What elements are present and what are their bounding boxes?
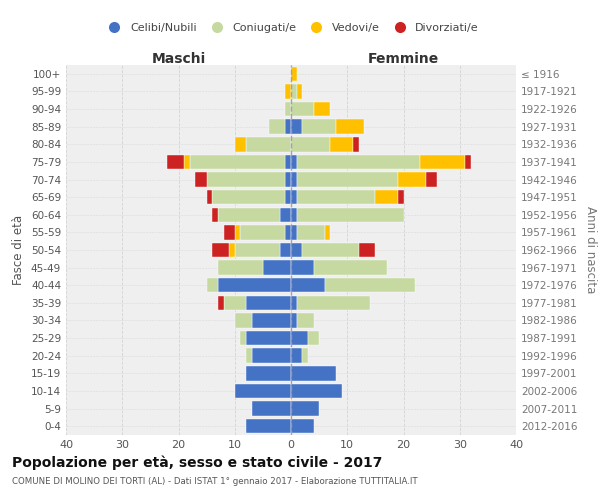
Bar [286, 84, 291, 98]
Bar [286, 154, 291, 169]
Y-axis label: Fasce di età: Fasce di età [13, 215, 25, 285]
Bar [314, 102, 331, 117]
Bar [218, 208, 280, 222]
Bar [291, 331, 308, 345]
Bar [184, 154, 190, 169]
Bar [235, 243, 280, 257]
Bar [291, 225, 296, 240]
Bar [246, 366, 291, 380]
Bar [466, 154, 471, 169]
Bar [302, 348, 308, 363]
Bar [235, 384, 291, 398]
Bar [218, 260, 263, 275]
Bar [336, 120, 364, 134]
Bar [376, 190, 398, 204]
Bar [246, 348, 251, 363]
Bar [235, 225, 241, 240]
Bar [223, 225, 235, 240]
Y-axis label: Anni di nascita: Anni di nascita [584, 206, 597, 294]
Bar [246, 137, 291, 152]
Bar [325, 278, 415, 292]
Bar [426, 172, 437, 186]
Bar [246, 296, 291, 310]
Bar [291, 278, 325, 292]
Bar [251, 348, 291, 363]
Bar [398, 190, 404, 204]
Bar [296, 296, 370, 310]
Bar [223, 296, 246, 310]
Bar [291, 190, 296, 204]
Bar [291, 243, 302, 257]
Bar [296, 225, 325, 240]
Bar [280, 208, 291, 222]
Bar [218, 296, 223, 310]
Bar [241, 331, 246, 345]
Bar [291, 348, 302, 363]
Bar [286, 172, 291, 186]
Bar [212, 243, 229, 257]
Bar [286, 120, 291, 134]
Bar [190, 154, 286, 169]
Bar [235, 314, 251, 328]
Text: COMUNE DI MOLINO DEI TORTI (AL) - Dati ISTAT 1° gennaio 2017 - Elaborazione TUTT: COMUNE DI MOLINO DEI TORTI (AL) - Dati I… [12, 478, 418, 486]
Bar [296, 154, 421, 169]
Bar [206, 278, 218, 292]
Bar [212, 208, 218, 222]
Bar [286, 102, 291, 117]
Bar [325, 225, 331, 240]
Text: Femmine: Femmine [368, 52, 439, 66]
Bar [291, 384, 341, 398]
Bar [291, 66, 296, 81]
Bar [302, 120, 336, 134]
Bar [235, 137, 246, 152]
Bar [291, 172, 296, 186]
Bar [206, 190, 212, 204]
Bar [291, 419, 314, 434]
Bar [246, 419, 291, 434]
Bar [353, 137, 359, 152]
Bar [251, 314, 291, 328]
Bar [291, 402, 319, 416]
Bar [308, 331, 319, 345]
Bar [291, 84, 296, 98]
Bar [167, 154, 184, 169]
Bar [196, 172, 206, 186]
Bar [218, 278, 291, 292]
Bar [291, 154, 296, 169]
Bar [296, 190, 376, 204]
Bar [291, 366, 336, 380]
Bar [291, 208, 296, 222]
Bar [421, 154, 466, 169]
Bar [269, 120, 286, 134]
Bar [331, 137, 353, 152]
Bar [296, 208, 404, 222]
Bar [280, 243, 291, 257]
Bar [246, 331, 291, 345]
Bar [291, 314, 296, 328]
Bar [291, 120, 302, 134]
Bar [286, 225, 291, 240]
Bar [286, 190, 291, 204]
Bar [296, 314, 314, 328]
Bar [314, 260, 386, 275]
Bar [291, 137, 331, 152]
Bar [229, 243, 235, 257]
Bar [291, 260, 314, 275]
Bar [206, 172, 286, 186]
Bar [263, 260, 291, 275]
Bar [291, 296, 296, 310]
Bar [296, 84, 302, 98]
Bar [251, 402, 291, 416]
Text: Popolazione per età, sesso e stato civile - 2017: Popolazione per età, sesso e stato civil… [12, 455, 382, 469]
Bar [291, 102, 314, 117]
Text: Maschi: Maschi [151, 52, 206, 66]
Bar [398, 172, 426, 186]
Bar [212, 190, 286, 204]
Bar [296, 172, 398, 186]
Bar [359, 243, 376, 257]
Bar [241, 225, 286, 240]
Bar [302, 243, 359, 257]
Legend: Celibi/Nubili, Coniugati/e, Vedovi/e, Divorziati/e: Celibi/Nubili, Coniugati/e, Vedovi/e, Di… [99, 19, 483, 38]
